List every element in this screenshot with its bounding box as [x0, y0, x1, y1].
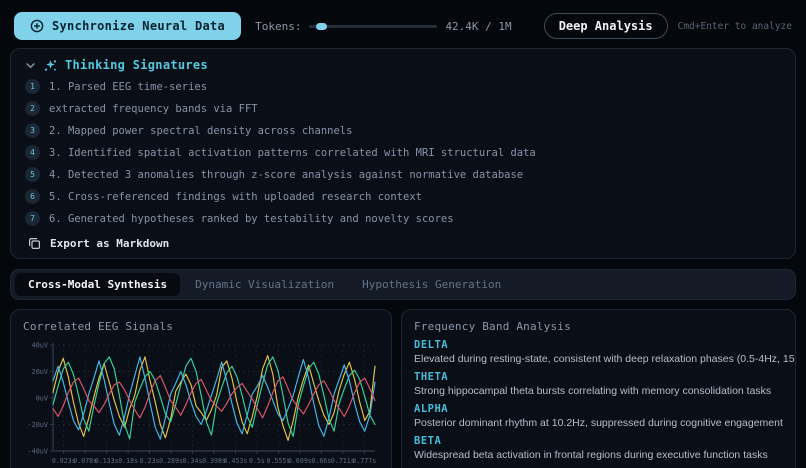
eeg-channel-4-line — [52, 374, 376, 419]
synchronize-neural-data-button[interactable]: Synchronize Neural Data — [14, 12, 242, 40]
svg-text:0.023s: 0.023s — [52, 457, 76, 465]
tokens-slider-thumb[interactable] — [315, 23, 327, 30]
step-number-badge: 1 — [25, 79, 40, 94]
thinking-signatures-header[interactable]: Thinking Signatures — [25, 58, 779, 72]
step-number-badge: 5 — [25, 167, 40, 182]
svg-text:0.18s: 0.18s — [118, 457, 138, 465]
frequency-bands: DELTA Elevated during resting-state, cons… — [414, 339, 796, 468]
frequency-band-item: BETA Widespread beta activation in fronta… — [414, 435, 783, 461]
eeg-chart-wrap: 40uV 20uV 0uV -20uV -40uV 0.023s 0.078s 0.133s 0… — [23, 339, 379, 468]
eeg-channel-2-line — [52, 356, 376, 440]
frequency-band-item: DELTA Elevated during resting-state, cons… — [414, 339, 796, 365]
band-description: Widespread beta activation in frontal re… — [414, 449, 768, 461]
sync-button-label: Synchronize Neural Data — [52, 19, 226, 33]
thinking-step-row: 3 2. Mapped power spectral density across… — [25, 123, 779, 138]
shortcut-hint: Cmd+Enter to analyze — [677, 20, 792, 32]
thinking-step-row: 5 4. Detected 3 anomalies through z-score… — [25, 167, 779, 182]
thinking-step-text: 2. Mapped power spectral density across … — [49, 124, 353, 137]
svg-text:20uV: 20uV — [32, 368, 48, 376]
thinking-step-row: 2 extracted frequency bands via FFT — [25, 101, 779, 116]
export-markdown-button[interactable]: Export as Markdown — [28, 237, 779, 250]
step-number-badge: 6 — [25, 189, 40, 204]
svg-text:0.133s: 0.133s — [95, 457, 119, 465]
band-name: BETA — [414, 435, 442, 447]
band-name: ALPHA — [414, 403, 449, 415]
top-bar: Synchronize Neural Data Tokens: 42.4K / … — [0, 0, 806, 48]
frequency-band-item: ALPHA Posterior dominant rhythm at 10.2Hz… — [414, 403, 783, 429]
tokens-group: Tokens: 42.4K / 1M — [255, 20, 512, 33]
tab-hypothesis-generation[interactable]: Hypothesis Generation — [349, 273, 514, 296]
svg-text:-40uV: -40uV — [28, 447, 48, 455]
tokens-label: Tokens: — [255, 19, 302, 33]
svg-text:0.289s: 0.289s — [159, 457, 183, 465]
thinking-signatures-panel: Thinking Signatures 1 1. Parsed EEG time-… — [10, 48, 796, 259]
svg-text:0.555s: 0.555s — [266, 457, 290, 465]
top-bar-right: Deep Analysis Cmd+Enter to analyze — [543, 13, 792, 39]
eeg-channel-3-line — [52, 356, 376, 440]
svg-text:0.711s: 0.711s — [331, 457, 355, 465]
main-content: Correlated EEG Signals 40uV 20uV 0uV -20uV -… — [10, 309, 796, 468]
svg-text:0uV: 0uV — [36, 394, 48, 402]
band-description: Strong hippocampal theta bursts correlat… — [414, 385, 772, 397]
tokens-slider-track — [309, 25, 438, 28]
tab-cross-modal-synthesis[interactable]: Cross-Modal Synthesis — [15, 273, 181, 296]
svg-text:0.34s: 0.34s — [183, 457, 203, 465]
svg-text:0.23s: 0.23s — [140, 457, 160, 465]
svg-text:40uV: 40uV — [32, 341, 48, 349]
step-number-badge: 4 — [25, 145, 40, 160]
thinking-step-text: extracted frequency bands via FFT — [49, 102, 258, 115]
thinking-signatures-title: Thinking Signatures — [65, 58, 208, 72]
step-number-badge: 2 — [25, 101, 40, 116]
export-markdown-label: Export as Markdown — [50, 237, 170, 250]
svg-text:-20uV: -20uV — [28, 421, 48, 429]
frequency-band-panel: Frequency Band Analysis DELTA Elevated du… — [401, 309, 796, 468]
thinking-step-text: 6. Generated hypotheses ranked by testab… — [49, 212, 454, 225]
circle-plus-icon — [30, 19, 44, 33]
thinking-step-row: 4 3. Identified spatial activation patter… — [25, 145, 779, 160]
thinking-step-text: 5. Cross-referenced findings with upload… — [49, 190, 422, 203]
band-name: THETA — [414, 371, 449, 383]
step-number-badge: 7 — [25, 211, 40, 226]
sparkle-network-icon — [44, 59, 57, 72]
copy-icon — [28, 237, 41, 250]
tab-dynamic-visualization[interactable]: Dynamic Visualization — [182, 273, 347, 296]
eeg-signals-panel: Correlated EEG Signals 40uV 20uV 0uV -20uV -… — [10, 309, 392, 468]
step-number-badge: 3 — [25, 123, 40, 138]
band-name: DELTA — [414, 339, 449, 351]
tokens-slider[interactable] — [309, 20, 438, 32]
thinking-step-row: 7 6. Generated hypotheses ranked by testa… — [25, 211, 779, 226]
chevron-down-icon[interactable] — [25, 60, 36, 71]
view-tabs: Cross-Modal Synthesis Dynamic Visualizati… — [10, 269, 796, 300]
svg-text:0.777s: 0.777s — [352, 457, 376, 465]
thinking-step-text: 1. Parsed EEG time-series — [49, 80, 208, 93]
thinking-items: 1 1. Parsed EEG time-series 2 extracted fre… — [25, 79, 779, 226]
svg-text:0.66s: 0.66s — [311, 457, 331, 465]
thinking-step-row: 6 5. Cross-referenced findings with uploa… — [25, 189, 779, 204]
svg-text:0.5s: 0.5s — [249, 457, 265, 465]
thinking-step-text: 3. Identified spatial activation pattern… — [49, 146, 536, 159]
svg-text:0.398s: 0.398s — [202, 457, 226, 465]
eeg-panel-title: Correlated EEG Signals — [23, 320, 174, 333]
svg-text:0.078s: 0.078s — [73, 457, 97, 465]
svg-text:0.609s: 0.609s — [288, 457, 312, 465]
band-description: Elevated during resting-state, consisten… — [414, 353, 796, 365]
deep-analysis-button[interactable]: Deep Analysis — [543, 13, 668, 39]
thinking-step-text: 4. Detected 3 anomalies through z-score … — [49, 168, 524, 181]
svg-text:0.453s: 0.453s — [224, 457, 248, 465]
tokens-value: 42.4K / 1M — [445, 19, 512, 33]
thinking-step-row: 1 1. Parsed EEG time-series — [25, 79, 779, 94]
frequency-band-item: THETA Strong hippocampal theta bursts cor… — [414, 371, 783, 397]
frequency-panel-title: Frequency Band Analysis — [414, 320, 571, 333]
band-description: Posterior dominant rhythm at 10.2Hz, sup… — [414, 417, 783, 429]
